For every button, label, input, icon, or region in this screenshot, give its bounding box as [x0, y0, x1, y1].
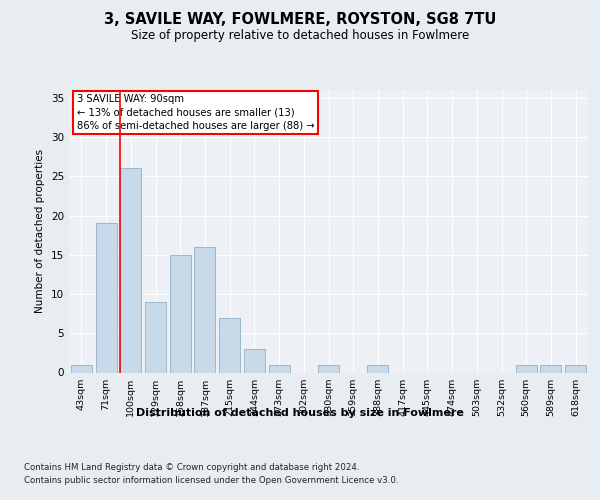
Bar: [516, 364, 537, 372]
Bar: [194, 247, 215, 372]
Bar: [244, 349, 265, 372]
Bar: [565, 364, 586, 372]
Bar: [367, 364, 388, 372]
Y-axis label: Number of detached properties: Number of detached properties: [35, 149, 46, 314]
Bar: [219, 318, 240, 372]
Bar: [318, 364, 339, 372]
Text: 3 SAVILE WAY: 90sqm
← 13% of detached houses are smaller (13)
86% of semi-detach: 3 SAVILE WAY: 90sqm ← 13% of detached ho…: [77, 94, 314, 130]
Bar: [170, 255, 191, 372]
Bar: [120, 168, 141, 372]
Text: 3, SAVILE WAY, FOWLMERE, ROYSTON, SG8 7TU: 3, SAVILE WAY, FOWLMERE, ROYSTON, SG8 7T…: [104, 12, 496, 28]
Bar: [95, 224, 116, 372]
Text: Distribution of detached houses by size in Fowlmere: Distribution of detached houses by size …: [136, 408, 464, 418]
Text: Contains public sector information licensed under the Open Government Licence v3: Contains public sector information licen…: [24, 476, 398, 485]
Bar: [71, 364, 92, 372]
Text: Size of property relative to detached houses in Fowlmere: Size of property relative to detached ho…: [131, 29, 469, 42]
Bar: [541, 364, 562, 372]
Text: Contains HM Land Registry data © Crown copyright and database right 2024.: Contains HM Land Registry data © Crown c…: [24, 462, 359, 471]
Bar: [145, 302, 166, 372]
Bar: [269, 364, 290, 372]
